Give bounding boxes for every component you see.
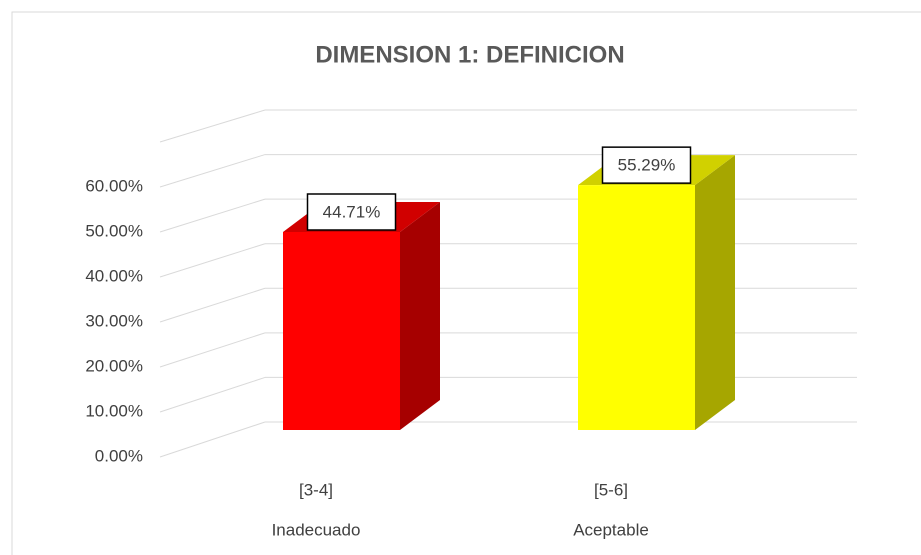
data-label-box: [601, 146, 692, 184]
grid-line: [159, 198, 266, 233]
y-tick-label: 50.00%: [85, 221, 143, 240]
chart-title: DIMENSION 1: DEFINICION: [315, 41, 624, 68]
x-group-label: Aceptable: [573, 520, 649, 539]
bar-side: [400, 201, 440, 430]
y-tick-label: 20.00%: [85, 356, 143, 375]
data-label: 55.29%: [618, 156, 676, 175]
x-tick-label: [5-6]: [594, 480, 628, 499]
chart-border: [11, 11, 921, 555]
bar-front: [283, 231, 400, 430]
data-label: 44.71%: [323, 202, 381, 221]
x-tick-label: [3-4]: [299, 480, 333, 499]
grid-line: [159, 287, 266, 323]
grid-line: [159, 154, 266, 188]
grid-line: [159, 243, 266, 278]
grid-line: [159, 376, 266, 413]
y-tick-label: 10.00%: [85, 401, 143, 420]
grid-line: [159, 421, 266, 458]
y-tick-label: 40.00%: [85, 266, 143, 285]
bar: [578, 155, 735, 430]
bar-front: [578, 185, 695, 430]
bar: [283, 201, 440, 430]
y-tick-label: 0.00%: [95, 446, 143, 465]
grid-line: [159, 332, 266, 368]
data-label-box: [306, 193, 397, 231]
y-tick-label: 60.00%: [85, 176, 143, 195]
bar-side: [695, 155, 735, 430]
y-tick-label: 30.00%: [85, 311, 143, 330]
grid-line: [159, 109, 266, 143]
x-group-label: Inadecuado: [272, 520, 361, 539]
